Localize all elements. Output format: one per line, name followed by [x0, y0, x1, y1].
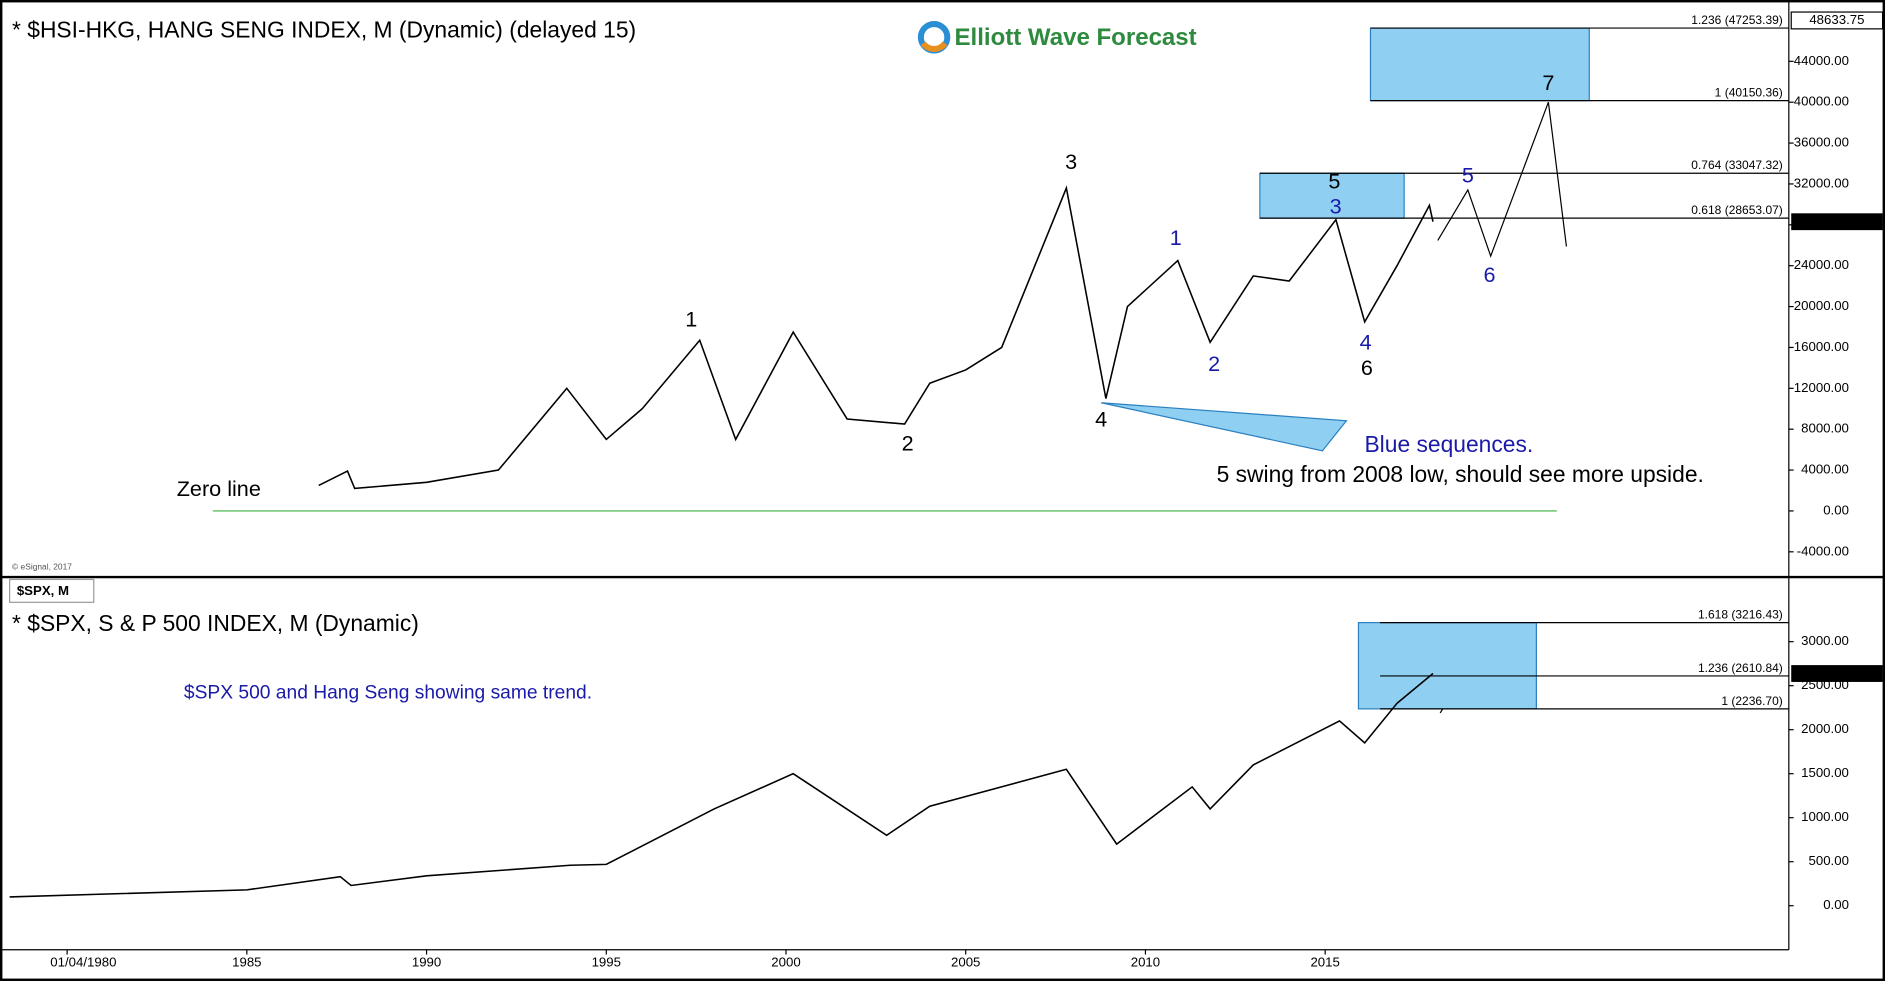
- y-tick-label: 8000.00: [1801, 421, 1849, 436]
- fib-label: 1.236 (2610.84): [1698, 661, 1783, 675]
- panel-tab[interactable]: [9, 578, 95, 603]
- x-tick-label: 2010: [1131, 954, 1160, 969]
- fib-label: 0.618 (28653.07): [1691, 203, 1783, 217]
- fib-label: 1 (40150.36): [1715, 86, 1783, 100]
- y-tick-label: 20000.00: [1794, 298, 1849, 313]
- target-box: [1357, 622, 1537, 710]
- y-tick-label: 3000.00: [1801, 633, 1849, 648]
- y-tick-label: 500.00: [1808, 853, 1848, 868]
- x-tick-label: 1995: [592, 954, 621, 969]
- target-box: [1369, 27, 1590, 102]
- y-tick-label: 40000.00: [1794, 94, 1849, 109]
- annotation: Blue sequences.: [1364, 431, 1533, 457]
- y-tick-label: 1500.00: [1801, 765, 1849, 780]
- x-tick-label: 2005: [951, 954, 980, 969]
- wave-label: 1: [685, 307, 697, 332]
- last-price-box: [1791, 665, 1883, 682]
- y-tick-label: 16000.00: [1794, 339, 1849, 354]
- chart-title: * $SPX, S & P 500 INDEX, M (Dynamic): [12, 610, 419, 636]
- zero-line-label: Zero line: [177, 476, 261, 501]
- logo-text: Elliott Wave Forecast: [955, 24, 1197, 51]
- tab-label: $SPX, M: [17, 583, 69, 598]
- price-line: [318, 185, 1434, 490]
- source: © eSignal, 2017: [12, 562, 72, 572]
- wave-label: 5: [1462, 162, 1474, 187]
- wedge: [1101, 402, 1348, 452]
- y-tick-label: 44000.00: [1794, 53, 1849, 68]
- y-tick-label: 12000.00: [1794, 380, 1849, 395]
- wave-label: 2: [1208, 351, 1220, 376]
- fib-label: 0.764 (33047.32): [1691, 158, 1783, 172]
- wave-label: 6: [1483, 262, 1495, 287]
- x-tick-label: 2015: [1310, 954, 1339, 969]
- last-price: 2638.15: [1813, 665, 1861, 680]
- price-line: [9, 672, 1434, 898]
- annotation: 5 swing from 2008 low, should see more u…: [1217, 461, 1704, 487]
- y-tick-label: 36000.00: [1794, 135, 1849, 150]
- annotation: $SPX 500 and Hang Seng showing same tren…: [184, 683, 592, 704]
- wave-label: 1: [1170, 225, 1182, 250]
- y-tick-label: 1000.00: [1801, 809, 1849, 824]
- wave-label: 6: [1361, 355, 1373, 380]
- y-tick-label: 0.00: [1823, 502, 1849, 517]
- wave-label: 3: [1330, 194, 1342, 219]
- y-tick-label: 32000.00: [1794, 175, 1849, 190]
- last-price-box: [1791, 213, 1883, 231]
- wave-label: 3: [1065, 149, 1077, 174]
- y-tick-label: -4000.00: [1797, 543, 1849, 558]
- wave-label: 4: [1095, 406, 1107, 431]
- y-tick-label: 24000.00: [1794, 257, 1849, 272]
- x-tick-label: 01/04/1980: [50, 954, 116, 969]
- wave-label: 2: [902, 431, 914, 456]
- wave-label: 7: [1542, 70, 1554, 95]
- fib-label: 1.618 (3216.43): [1698, 608, 1783, 622]
- projection-path: [1437, 101, 1568, 258]
- x-tick-label: 1985: [232, 954, 261, 969]
- axis-high-box: [1790, 11, 1884, 30]
- wave-label: 5: [1328, 168, 1340, 193]
- y-tick-label: 2000.00: [1801, 721, 1849, 736]
- fib-label: 1.236 (47253.39): [1691, 13, 1783, 27]
- wave-label: 4: [1360, 330, 1372, 355]
- y-tick-label: 0.00: [1823, 897, 1849, 912]
- x-tick-label: 2000: [771, 954, 800, 969]
- logo-icon: [920, 41, 948, 52]
- chart-title: * $HSI-HKG, HANG SENG INDEX, M (Dynamic)…: [12, 16, 636, 42]
- x-tick-label: 1990: [412, 954, 441, 969]
- last-price: 28303.19: [1809, 213, 1864, 228]
- y-tick-label: 4000.00: [1801, 462, 1849, 477]
- axis-high: 48633.75: [1809, 12, 1864, 27]
- fib-label: 1 (2236.70): [1721, 694, 1782, 708]
